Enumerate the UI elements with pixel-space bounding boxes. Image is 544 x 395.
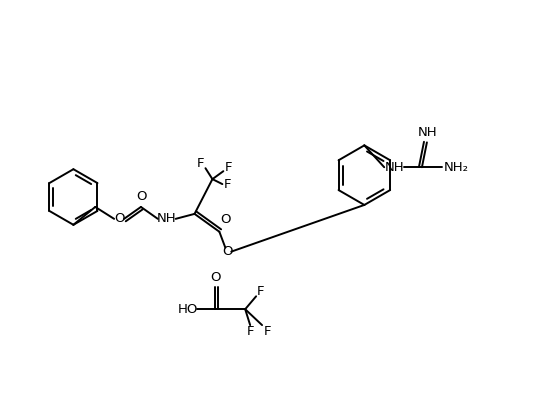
Text: F: F [225, 161, 232, 174]
Text: NH₂: NH₂ [444, 161, 469, 174]
Text: O: O [210, 271, 221, 284]
Text: HO: HO [177, 303, 198, 316]
Text: NH: NH [418, 126, 438, 139]
Text: F: F [224, 178, 231, 191]
Text: NH: NH [157, 213, 177, 226]
Text: O: O [222, 245, 233, 258]
Text: O: O [220, 213, 231, 226]
Text: F: F [263, 325, 271, 338]
Text: F: F [197, 157, 204, 170]
Text: F: F [256, 285, 264, 298]
Text: F: F [246, 325, 254, 338]
Text: O: O [114, 213, 125, 226]
Text: O: O [137, 190, 147, 203]
Text: NH: NH [384, 161, 404, 174]
